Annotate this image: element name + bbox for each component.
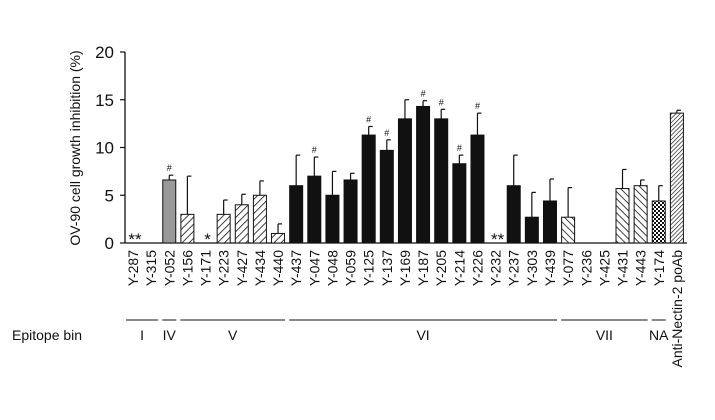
y-tick-label: 5	[105, 186, 114, 205]
bin-label: VII	[596, 327, 613, 343]
significance-marker: #	[167, 163, 172, 173]
x-tick-label: Y-439	[542, 250, 558, 286]
significance-marker: #	[384, 128, 389, 138]
significance-marker: **	[128, 230, 142, 249]
bar	[289, 185, 304, 244]
x-tick-label: Y-052	[161, 250, 177, 286]
bar	[234, 204, 249, 244]
bin-label: VI	[416, 327, 429, 343]
bar	[325, 194, 340, 244]
x-tick-label: Y-174	[651, 250, 667, 286]
x-tick-label: Y-425	[596, 250, 612, 286]
x-tick-label: Y-237	[506, 250, 522, 286]
x-tick-label: Y-427	[234, 250, 250, 286]
y-tick-label: 20	[95, 43, 114, 62]
significance-marker: **	[491, 230, 505, 249]
x-tick-label: Y-077	[560, 250, 576, 286]
y-axis-label: OV-90 cell growth inhibition (%)	[67, 50, 83, 245]
y-tick-label: 15	[95, 91, 114, 110]
bar	[162, 179, 177, 244]
bin-label: IV	[163, 327, 177, 343]
bin-label: I	[140, 327, 144, 343]
x-tick-label: Y-156	[179, 250, 195, 286]
bar	[252, 194, 267, 244]
bar	[416, 105, 431, 244]
bar	[216, 213, 231, 244]
y-tick-label: 0	[105, 234, 114, 253]
x-tick-label: Y-315	[143, 250, 159, 286]
x-tick-label: Y-443	[633, 250, 649, 286]
significance-marker: #	[366, 114, 371, 124]
x-tick-label: Y-171	[198, 250, 214, 286]
x-tick-label: Y-047	[306, 250, 322, 286]
x-tick-label: Y-440	[270, 250, 286, 286]
x-tick-label: Y-048	[324, 250, 340, 286]
x-tick-label: Y-137	[379, 250, 395, 286]
x-tick-label: Y-226	[469, 250, 485, 286]
bar	[542, 200, 557, 244]
bar	[307, 175, 322, 244]
bar	[524, 216, 539, 244]
bar	[361, 134, 376, 244]
x-tick-label: Y-303	[524, 250, 540, 286]
bar	[271, 232, 286, 244]
x-tick-label: Y-431	[615, 250, 631, 286]
x-tick-label: Y-187	[415, 250, 431, 286]
significance-marker: #	[475, 101, 480, 111]
bar	[452, 163, 467, 244]
x-tick-label: Y-214	[451, 250, 467, 286]
bar	[561, 216, 576, 244]
bar	[651, 200, 666, 244]
bar	[180, 213, 195, 244]
significance-marker: #	[421, 89, 426, 99]
bin-label: V	[228, 327, 238, 343]
bar	[397, 118, 412, 244]
significance-marker: #	[439, 97, 444, 107]
bar	[506, 185, 521, 244]
bar	[379, 149, 394, 244]
significance-marker: *	[204, 230, 211, 249]
x-tick-label: Y-236	[578, 250, 594, 286]
x-tick-label: Y-434	[252, 250, 268, 286]
x-tick-label: Y-223	[216, 250, 232, 286]
x-tick-label: Y-059	[343, 250, 359, 286]
significance-marker: #	[457, 143, 462, 153]
x-tick-label: Y-169	[397, 250, 413, 286]
x-tick-label: Y-287	[125, 250, 141, 286]
y-tick-label: 10	[95, 139, 114, 158]
bin-label: NA	[649, 327, 669, 343]
x-tick-label: Y-232	[488, 250, 504, 286]
x-tick-label: Y-125	[361, 250, 377, 286]
x-tick-label: Y-205	[433, 250, 449, 286]
bar	[343, 179, 358, 244]
x-tick-label: Anti-Nectin-2 poAb	[669, 250, 685, 368]
bar	[470, 134, 485, 244]
bar	[633, 185, 648, 244]
bar	[434, 118, 449, 244]
x-tick-label: Y-437	[288, 250, 304, 286]
bar	[669, 112, 684, 244]
bar	[615, 188, 630, 244]
bin-title: Epitope bin	[12, 327, 82, 343]
significance-marker: #	[312, 145, 317, 155]
